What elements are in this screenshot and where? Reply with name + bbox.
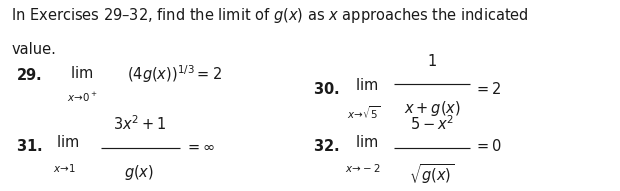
Text: $= \infty$: $= \infty$ <box>185 139 215 154</box>
Text: $g(x)$: $g(x)$ <box>125 163 154 182</box>
Text: $\mathbf{30.}$: $\mathbf{30.}$ <box>313 81 340 97</box>
Text: $\sqrt{g(x)}$: $\sqrt{g(x)}$ <box>409 162 455 186</box>
Text: $\mathbf{32.}$: $\mathbf{32.}$ <box>313 138 340 154</box>
Text: $\mathbf{29.}$: $\mathbf{29.}$ <box>16 67 42 83</box>
Text: $\mathbf{31.}$: $\mathbf{31.}$ <box>16 138 42 154</box>
Text: $x\!\to\!1$: $x\!\to\!1$ <box>53 163 76 174</box>
Text: value.: value. <box>11 42 56 57</box>
Text: $5 - x^2$: $5 - x^2$ <box>410 114 454 133</box>
Text: $x\!\to\!0^+$: $x\!\to\!0^+$ <box>67 91 98 104</box>
Text: $= 0$: $= 0$ <box>474 138 503 154</box>
Text: $= 2$: $= 2$ <box>474 81 502 97</box>
Text: $x\!\to\!\sqrt{5}$: $x\!\to\!\sqrt{5}$ <box>347 105 380 121</box>
Text: $x + g(x)$: $x + g(x)$ <box>404 99 461 118</box>
Text: $\mathrm{lim}$: $\mathrm{lim}$ <box>70 65 93 81</box>
Text: $x\!\to\!-2$: $x\!\to\!-2$ <box>345 163 380 174</box>
Text: $3x^2 + 1$: $3x^2 + 1$ <box>113 114 166 133</box>
Text: In Exercises 29–32, find the limit of $g(x)$ as $x$ approaches the indicated: In Exercises 29–32, find the limit of $g… <box>11 6 529 25</box>
Text: $\mathrm{lim}$: $\mathrm{lim}$ <box>355 77 378 93</box>
Text: $\mathrm{lim}$: $\mathrm{lim}$ <box>56 134 79 150</box>
Text: $\mathrm{lim}$: $\mathrm{lim}$ <box>355 134 378 150</box>
Text: $(4g(x))^{1/3} = 2$: $(4g(x))^{1/3} = 2$ <box>127 64 222 85</box>
Text: $1$: $1$ <box>427 53 437 69</box>
